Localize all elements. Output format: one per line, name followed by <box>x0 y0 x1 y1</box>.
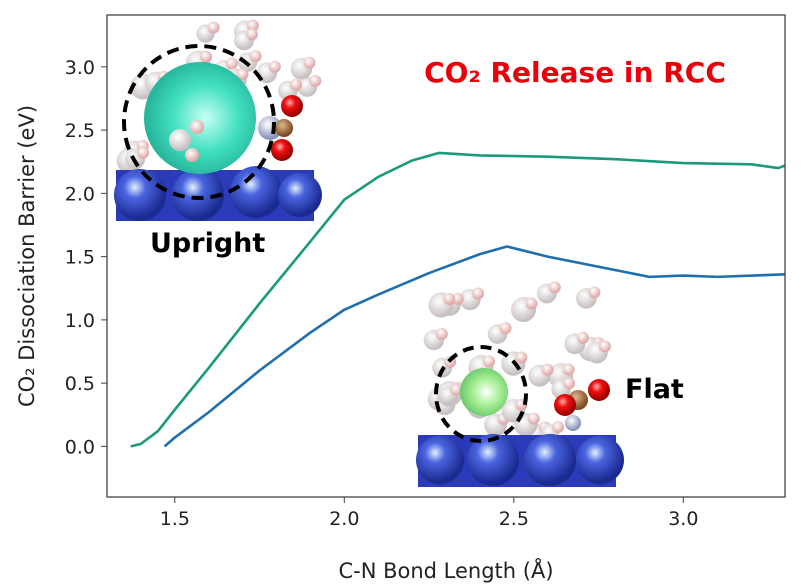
flat-dashed-circle <box>434 345 528 443</box>
hydrogen-atom <box>200 50 213 63</box>
hydrogen-atom <box>236 68 249 81</box>
hydrogen-atom <box>499 322 512 335</box>
x-tick-label: 3.0 <box>668 508 698 530</box>
hydrogen-atom <box>246 28 259 41</box>
chart-title: CO₂ Release in RCC <box>424 56 726 89</box>
hydrogen-atom <box>598 340 611 353</box>
hydrogen-atom <box>303 56 316 69</box>
y-tick-label: 2.0 <box>65 183 95 205</box>
x-tick-label: 2.5 <box>499 508 529 530</box>
hydrogen-atom <box>482 355 495 368</box>
y-tick-label: 0.0 <box>65 436 95 458</box>
hydrogen-atom <box>137 146 150 159</box>
hydrogen-atom <box>246 19 259 32</box>
hydrogen-atom <box>289 78 302 91</box>
hydrogen-atom <box>562 363 575 376</box>
y-tick-label: 3.0 <box>65 57 95 79</box>
y-axis-label: CO₂ Dissociation Barrier (eV) <box>15 105 39 407</box>
hydrogen-atom <box>576 331 589 344</box>
y-tick-label: 2.5 <box>65 120 95 142</box>
hydrogen-atom <box>515 351 528 364</box>
hydrogen-atom <box>548 281 561 294</box>
hydrogen-atom <box>527 412 540 425</box>
hydrogen-atom <box>268 60 281 73</box>
axes-layer: 1.5 2.0 2.5 3.0 0.0 0.5 1.0 1.5 2.0 2.5 3.0 <box>65 57 699 530</box>
series-line-flat <box>163 245 786 448</box>
hydrogen-atom <box>309 74 322 87</box>
series-line-upright <box>130 151 786 448</box>
hydrogen-atom <box>443 292 456 305</box>
hydrogen-atom <box>588 286 601 299</box>
hydrogen-atom <box>472 287 485 300</box>
hydrogen-atom <box>451 292 464 305</box>
hydrogen-atom <box>541 363 554 376</box>
flat-label: Flat <box>625 374 684 405</box>
flat-inset-image <box>416 281 624 487</box>
x-tick-label: 1.5 <box>160 508 190 530</box>
hydrogen-atom <box>450 383 463 396</box>
x-axis-label: C-N Bond Length (Å) <box>338 557 553 583</box>
hydrogen-atom <box>525 297 538 310</box>
upright-label: Upright <box>150 228 265 259</box>
y-tick-label: 1.5 <box>65 247 95 269</box>
series-layer <box>130 151 786 448</box>
hydrogen-atom <box>435 327 448 340</box>
y-tick-label: 0.5 <box>65 373 95 395</box>
hydrogen-atom <box>563 377 576 390</box>
plot-frame <box>106 14 786 498</box>
y-tick-label: 1.0 <box>65 310 95 332</box>
hydrogen-atom <box>552 421 565 434</box>
upright-dashed-circle <box>122 44 276 200</box>
hydrogen-atom <box>225 57 238 70</box>
x-tick-label: 2.0 <box>329 508 359 530</box>
upright-inset-image <box>114 16 322 221</box>
hydrogen-atom <box>249 50 262 63</box>
hydrogen-atom <box>207 21 220 34</box>
